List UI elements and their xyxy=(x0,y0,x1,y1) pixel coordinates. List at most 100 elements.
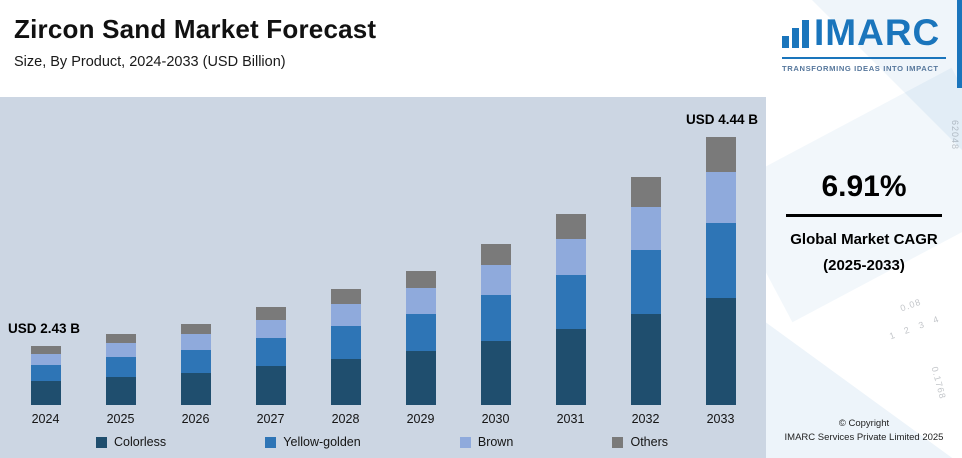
legend-item-brown: Brown xyxy=(459,435,514,449)
bar-segment-yellow-golden xyxy=(105,356,136,377)
bar-segment-brown xyxy=(105,343,136,357)
copyright-line2: IMARC Services Private Limited 2025 xyxy=(784,432,944,444)
bar-segment-brown xyxy=(705,172,736,223)
bar-column-2025: 2025 xyxy=(83,103,158,428)
bar-2025 xyxy=(105,334,136,405)
bar-segment-colorless xyxy=(105,376,136,405)
watermark-digits: 62048 xyxy=(950,119,960,150)
legend-label: Others xyxy=(630,435,668,449)
page-subtitle: Size, By Product, 2024-2033 (USD Billion… xyxy=(14,54,286,70)
bar-column-2029: 2029 xyxy=(383,103,458,428)
bar-2030 xyxy=(480,244,511,405)
bar-segment-others xyxy=(480,244,511,265)
bar-column-2032: 2032 xyxy=(608,103,683,428)
x-axis-label-2025: 2025 xyxy=(106,412,135,426)
bar-segment-brown xyxy=(180,334,211,350)
bar-segment-others xyxy=(630,177,661,207)
cagr-period: (2025-2033) xyxy=(823,257,905,274)
bar-segment-others xyxy=(330,289,361,304)
x-axis-label-2032: 2032 xyxy=(631,412,660,426)
legend-label: Yellow-golden xyxy=(283,435,361,449)
bar-2032 xyxy=(630,177,661,405)
bar-segment-colorless xyxy=(405,351,436,405)
bar-segment-colorless xyxy=(555,328,586,405)
bar-segment-yellow-golden xyxy=(405,313,436,352)
cagr-underline xyxy=(786,214,942,217)
bar-2027 xyxy=(255,307,286,405)
bar-2033 xyxy=(705,137,736,405)
legend-item-yellow-golden: Yellow-golden xyxy=(265,435,361,449)
x-axis-label-2028: 2028 xyxy=(331,412,360,426)
logo-rule xyxy=(782,57,946,59)
header: Zircon Sand Market Forecast Size, By Pro… xyxy=(0,0,766,97)
logo-tagline: TRANSFORMING IDEAS INTO IMPACT xyxy=(782,64,939,73)
bar-segment-others xyxy=(180,324,211,335)
bar-segment-others xyxy=(105,334,136,344)
bar-column-2027: 2027 xyxy=(233,103,308,428)
bar-segment-brown xyxy=(480,264,511,296)
bar-segment-yellow-golden xyxy=(255,338,286,366)
x-axis-label-2029: 2029 xyxy=(406,412,435,426)
cagr-label: Global Market CAGR xyxy=(790,231,938,248)
bar-segment-colorless xyxy=(255,365,286,405)
bar-segment-yellow-golden xyxy=(630,250,661,314)
watermark-digits: 1 2 3 4 xyxy=(888,312,945,342)
bar-segment-yellow-golden xyxy=(555,275,586,329)
bar-segment-brown xyxy=(30,353,61,365)
legend-swatch xyxy=(459,436,471,448)
bar-column-2024: 2024 xyxy=(8,103,83,428)
bar-column-2026: 2026 xyxy=(158,103,233,428)
bar-2031 xyxy=(555,214,586,405)
bar-segment-others xyxy=(555,214,586,239)
x-axis-label-2024: 2024 xyxy=(31,412,60,426)
bar-column-2030: 2030 xyxy=(458,103,533,428)
copyright: © Copyright IMARC Services Private Limit… xyxy=(766,417,962,446)
legend-label: Colorless xyxy=(114,435,167,449)
sidebar: 62048 0.08 1 2 3 4 0.1768 IMARC TRANSFOR… xyxy=(766,0,962,458)
bar-segment-colorless xyxy=(705,297,736,405)
watermark-digits: 0.1768 xyxy=(930,365,949,401)
bar-segment-yellow-golden xyxy=(480,295,511,341)
page-title: Zircon Sand Market Forecast xyxy=(14,14,377,44)
bar-2029 xyxy=(405,271,436,405)
legend-swatch xyxy=(96,436,107,448)
bar-segment-yellow-golden xyxy=(330,325,361,359)
bars-row: 2024 2025 2026 2027 2028 2029 2030 2031 2032 2033 xyxy=(8,103,758,428)
bar-2028 xyxy=(330,289,361,405)
x-axis-label-2027: 2027 xyxy=(256,412,285,426)
bar-segment-brown xyxy=(630,206,661,251)
watermark-digits: 0.08 xyxy=(899,296,924,314)
bar-chart-icon xyxy=(782,17,809,51)
bar-segment-yellow-golden xyxy=(705,222,736,298)
legend-item-colorless: Colorless xyxy=(96,435,166,449)
chart-legend: Colorless Yellow-golden Brown Others xyxy=(0,432,766,452)
bar-segment-brown xyxy=(330,304,361,326)
x-axis-label-2033: 2033 xyxy=(706,412,735,426)
imarc-logo: IMARC TRANSFORMING IDEAS INTO IMPACT xyxy=(782,14,946,73)
bar-segment-brown xyxy=(405,288,436,314)
bar-segment-others xyxy=(255,307,286,320)
chart-panel: 2024 2025 2026 2027 2028 2029 2030 2031 2032 2033… xyxy=(0,97,766,458)
logo-wordmark: IMARC xyxy=(814,12,941,53)
bar-column-2031: 2031 xyxy=(533,103,608,428)
legend-swatch xyxy=(265,436,277,448)
bar-segment-colorless xyxy=(30,381,61,405)
bar-segment-others xyxy=(705,137,736,172)
bar-segment-colorless xyxy=(330,358,361,405)
legend-item-others: Others xyxy=(612,435,668,449)
legend-swatch xyxy=(612,436,624,448)
max-value-label: USD 4.44 B xyxy=(685,112,758,127)
legend-label: Brown xyxy=(477,435,514,449)
x-axis-label-2031: 2031 xyxy=(556,412,585,426)
bar-segment-colorless xyxy=(630,313,661,405)
bar-segment-others xyxy=(405,271,436,289)
bar-2026 xyxy=(180,324,211,405)
bar-segment-brown xyxy=(555,238,586,276)
bar-segment-others xyxy=(30,346,61,354)
min-value-label: USD 2.43 B xyxy=(8,321,81,336)
bar-segment-brown xyxy=(255,319,286,339)
bar-column-2033: 2033 xyxy=(683,103,758,428)
copyright-line1: © Copyright xyxy=(838,417,890,429)
x-axis-label-2026: 2026 xyxy=(181,412,210,426)
